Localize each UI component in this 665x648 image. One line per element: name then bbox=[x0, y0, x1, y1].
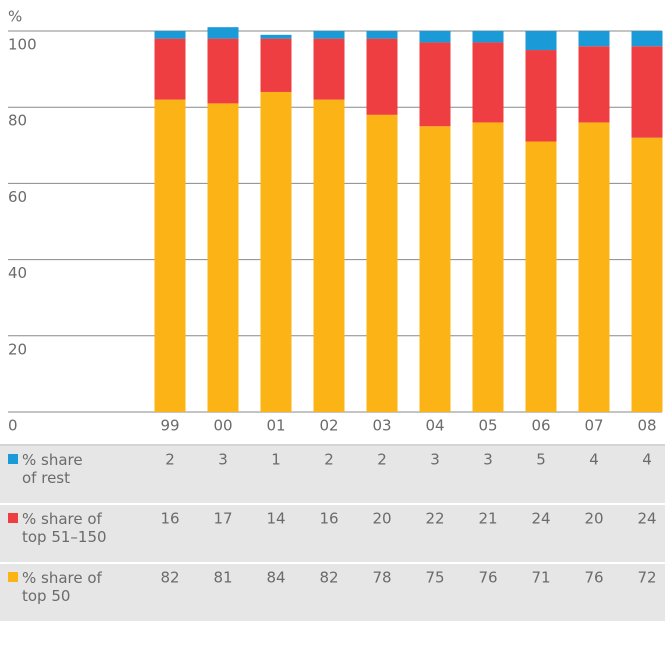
bar-segment bbox=[154, 99, 186, 412]
table-value: 71 bbox=[531, 569, 550, 587]
bar-segment bbox=[207, 27, 239, 39]
table-value: 2 bbox=[324, 451, 334, 469]
table-value: 4 bbox=[642, 451, 652, 469]
table-value: 3 bbox=[483, 451, 493, 469]
x-tick-label: 03 bbox=[372, 417, 391, 435]
bar-segment bbox=[207, 103, 239, 412]
table-value: 72 bbox=[637, 569, 656, 587]
bar-segment bbox=[260, 34, 292, 39]
table-value: 2 bbox=[377, 451, 387, 469]
bar-segment bbox=[631, 137, 663, 412]
bar-segment bbox=[366, 114, 398, 412]
bar-segment bbox=[260, 91, 292, 413]
bar-segment bbox=[154, 31, 186, 39]
x-tick-label: 08 bbox=[637, 417, 656, 435]
bar-segment bbox=[419, 31, 451, 43]
y-tick-label: 40 bbox=[8, 264, 27, 282]
table-value: 24 bbox=[637, 510, 656, 528]
table-value: 82 bbox=[160, 569, 179, 587]
table-value: 84 bbox=[266, 569, 285, 587]
legend-label: % share of rest bbox=[22, 451, 83, 487]
table-value: 20 bbox=[372, 510, 391, 528]
legend-swatch bbox=[8, 454, 18, 464]
table-value: 1 bbox=[271, 451, 281, 469]
bar-segment bbox=[154, 38, 186, 100]
y-tick-label: 20 bbox=[8, 340, 27, 358]
bar-segment bbox=[313, 38, 345, 100]
table-value: 14 bbox=[266, 510, 285, 528]
legend-label: % share of top 51–150 bbox=[22, 510, 107, 546]
bar-segment bbox=[578, 122, 610, 412]
table-value: 22 bbox=[425, 510, 444, 528]
table-value: 76 bbox=[478, 569, 497, 587]
bar-segment bbox=[419, 42, 451, 127]
y-axis-label: % bbox=[8, 8, 22, 26]
bar-segment bbox=[578, 46, 610, 123]
x-tick-label: 00 bbox=[213, 417, 232, 435]
bar-segment bbox=[631, 46, 663, 138]
x-tick-label: 06 bbox=[531, 417, 550, 435]
bar-segment bbox=[525, 141, 557, 413]
table-value: 78 bbox=[372, 569, 391, 587]
table-row-bg bbox=[0, 505, 665, 562]
bar-segment bbox=[313, 99, 345, 412]
table-value: 17 bbox=[213, 510, 232, 528]
bar-segment bbox=[366, 31, 398, 39]
bar-segment bbox=[472, 31, 504, 43]
table-row-bg bbox=[0, 446, 665, 503]
table-value: 75 bbox=[425, 569, 444, 587]
table-value: 24 bbox=[531, 510, 550, 528]
table-value: 76 bbox=[584, 569, 603, 587]
x-tick-label: 01 bbox=[266, 417, 285, 435]
table-row-bg bbox=[0, 564, 665, 621]
x-tick-label: 04 bbox=[425, 417, 444, 435]
bar-segment bbox=[366, 38, 398, 115]
x-tick-label: 05 bbox=[478, 417, 497, 435]
y-tick-label: 100 bbox=[8, 36, 37, 54]
bar-segment bbox=[207, 38, 239, 104]
table-value: 81 bbox=[213, 569, 232, 587]
y-tick-label: 0 bbox=[8, 417, 18, 435]
bar-segment bbox=[313, 31, 345, 39]
y-tick-label: 60 bbox=[8, 188, 27, 206]
legend-label: % share of top 50 bbox=[22, 569, 103, 605]
legend-swatch bbox=[8, 572, 18, 582]
table-value: 82 bbox=[319, 569, 338, 587]
table-value: 3 bbox=[430, 451, 440, 469]
table-value: 16 bbox=[319, 510, 338, 528]
x-tick-label: 02 bbox=[319, 417, 338, 435]
bar-segment bbox=[472, 122, 504, 412]
bar-segment bbox=[631, 31, 663, 47]
table-value: 20 bbox=[584, 510, 603, 528]
table-value: 3 bbox=[218, 451, 228, 469]
table-value: 5 bbox=[536, 451, 546, 469]
bar-segment bbox=[260, 38, 292, 92]
x-tick-label: 07 bbox=[584, 417, 603, 435]
table-value: 16 bbox=[160, 510, 179, 528]
y-tick-label: 80 bbox=[8, 112, 27, 130]
bar-segment bbox=[578, 31, 610, 47]
bar-segment bbox=[472, 42, 504, 123]
bar-segment bbox=[525, 50, 557, 142]
bar-segment bbox=[525, 31, 557, 51]
legend-swatch bbox=[8, 513, 18, 523]
bar-segment bbox=[419, 126, 451, 412]
table-value: 2 bbox=[165, 451, 175, 469]
table-value: 4 bbox=[589, 451, 599, 469]
x-tick-label: 99 bbox=[160, 417, 179, 435]
table-value: 21 bbox=[478, 510, 497, 528]
